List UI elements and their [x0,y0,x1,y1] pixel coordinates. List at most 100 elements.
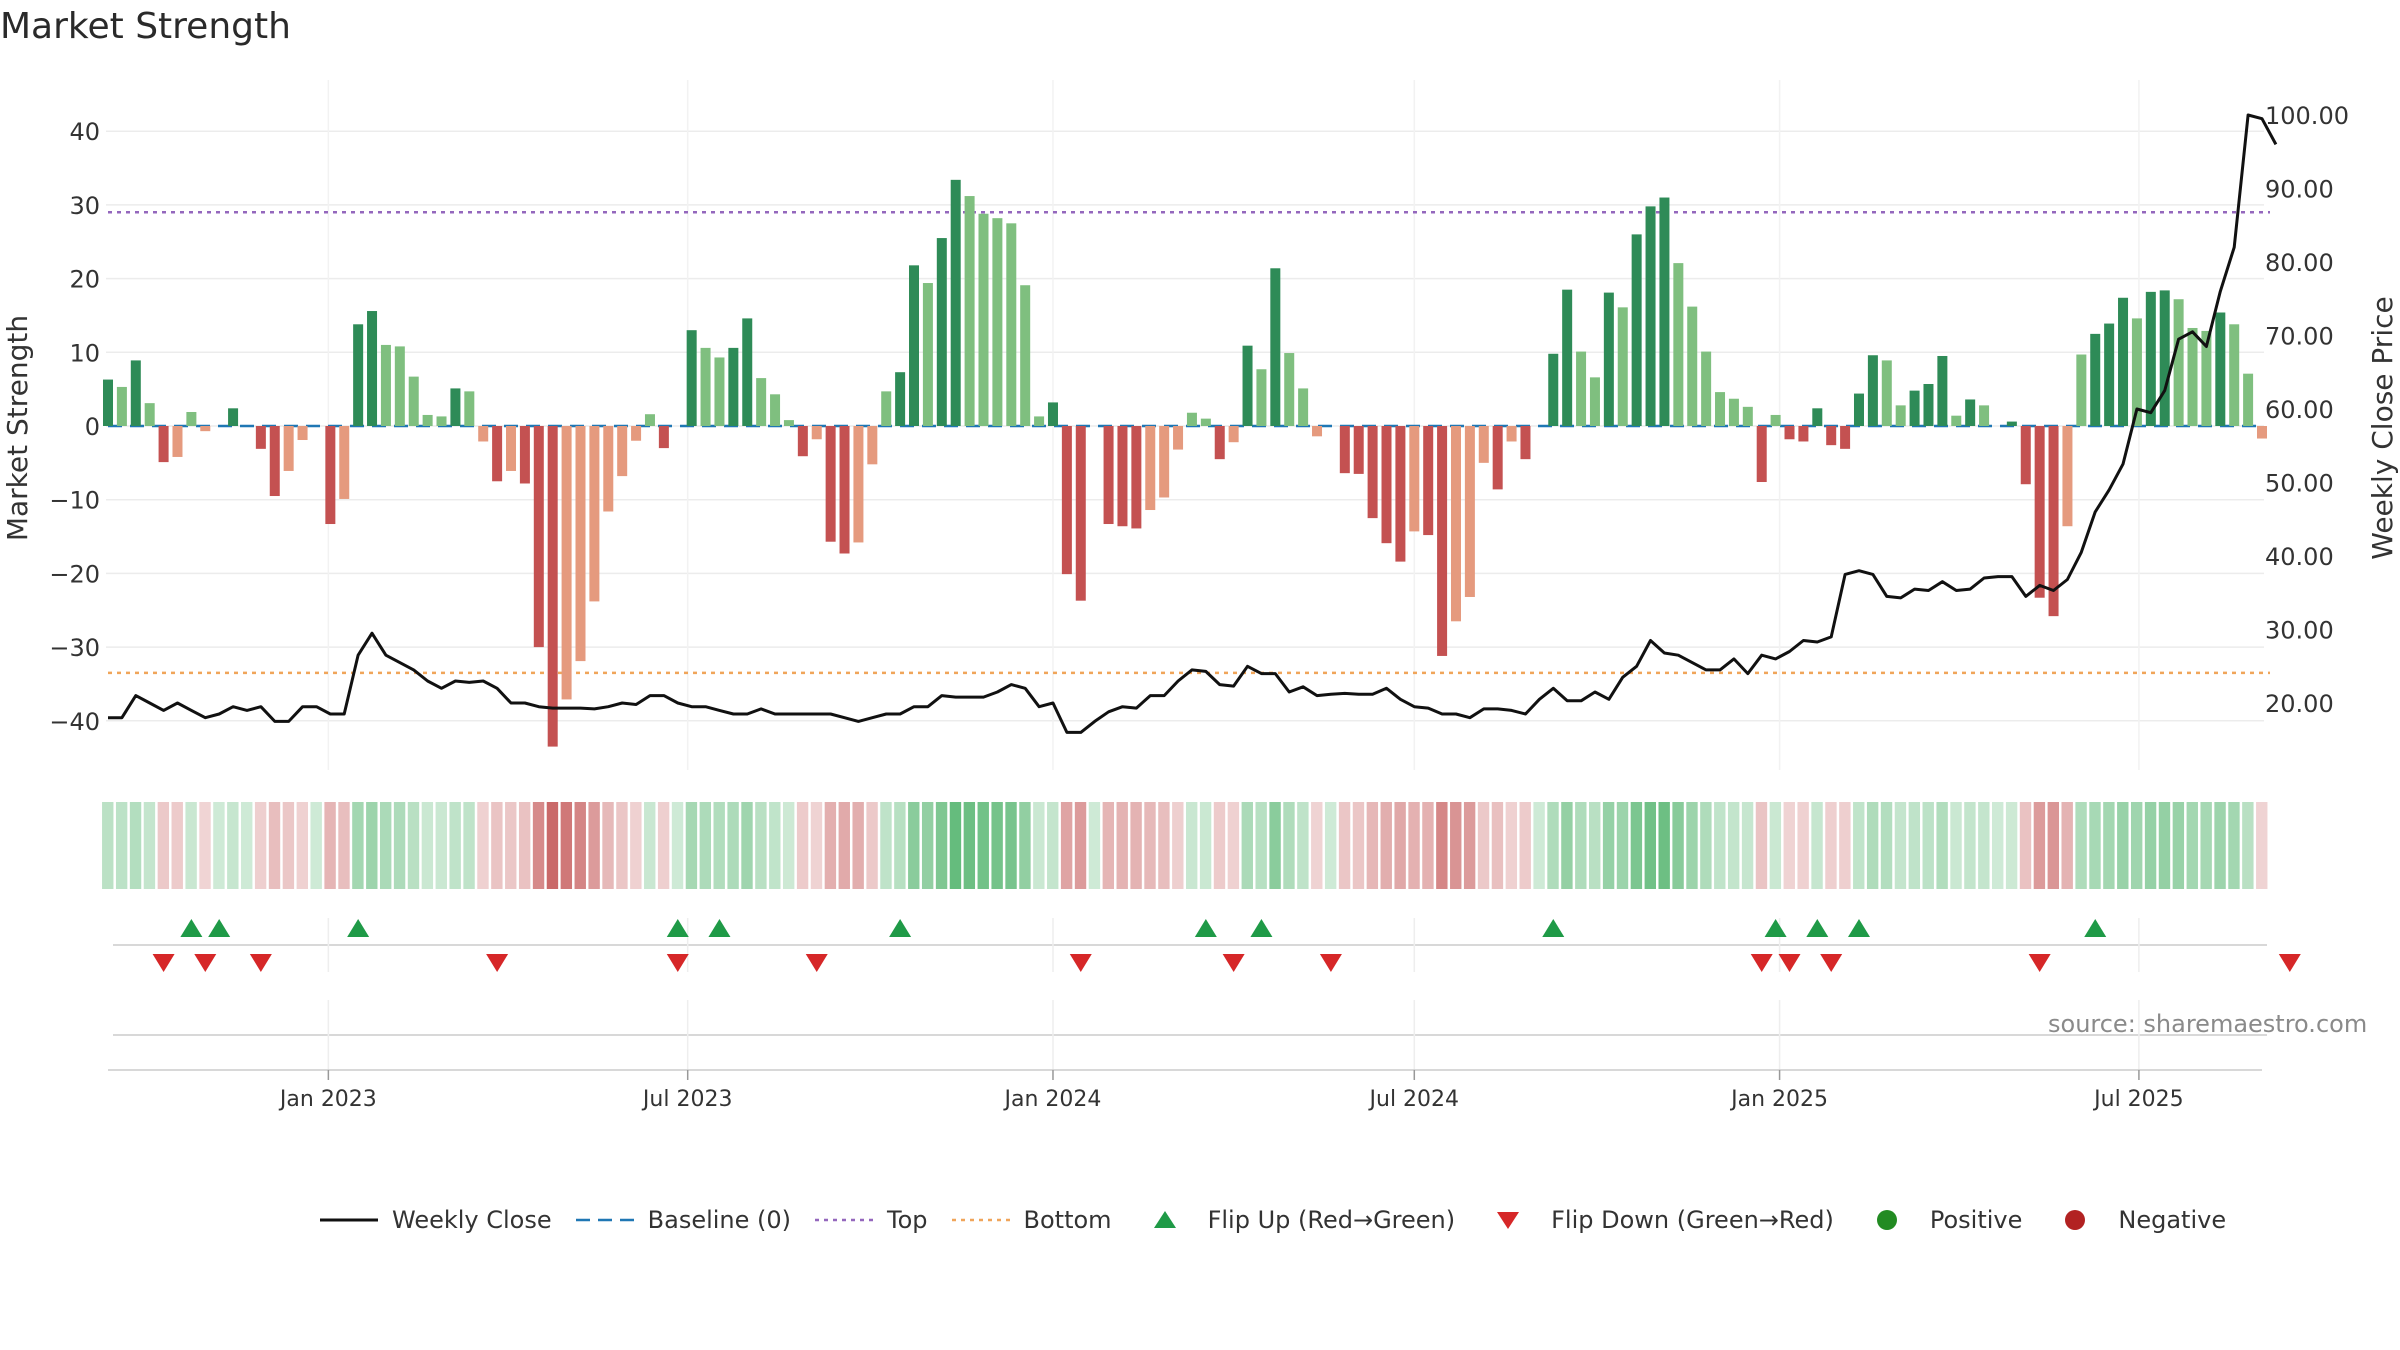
strength-bars [102,179,2268,747]
legend-item: Weekly Close [318,1206,552,1234]
weekly-close-layer [108,113,2278,734]
strength-bar [1492,426,1503,490]
strength-bar [408,376,419,426]
strength-bar [478,426,489,442]
legend-item: Top [813,1206,928,1234]
strength-bar [436,416,447,426]
heat-cell [1491,802,1504,889]
strength-bar [1145,426,1156,511]
strength-bar [2076,354,2087,426]
y-tick-label: 30 [69,192,100,220]
heat-cell [393,802,406,889]
flip-up-marker [208,919,231,937]
heat-cell [2172,802,2185,889]
heat-cell [1019,802,1031,889]
strength-bar [728,347,739,426]
heat-cell [2214,802,2226,889]
strength-bar [783,420,794,426]
heat-cell [1088,802,1101,889]
heat-cell [2130,802,2143,889]
heat-cell [199,802,211,889]
strength-bar [1131,426,1142,529]
strength-bar [2006,421,2017,426]
legend-item: Positive [1856,1206,2022,1234]
heat-cell [1616,802,1629,889]
heat-cell [1158,802,1170,889]
flip-down-marker [805,954,828,972]
heat-cell [949,802,962,889]
strength-bar [1103,426,1114,525]
heat-cell [1505,802,1518,889]
strength-bar [2020,426,2031,485]
heat-cell [824,802,837,889]
heat-cell [935,802,948,889]
strength-bar [1242,345,1253,426]
heat-cell [1992,802,2004,889]
x-tick-label: Jan 2023 [278,1087,377,1112]
heat-cell [310,802,322,889]
strength-bar [658,426,669,449]
heat-cell [102,802,114,889]
heat-cell [2005,802,2018,889]
flip-markers-panel [113,918,2301,972]
heat-cell [1422,802,1434,889]
heat-cell [1255,802,1267,889]
strength-bar [1853,393,1864,426]
strength-bar [2090,333,2101,426]
sign-dots-panel [113,1000,2267,1070]
flip-down-marker [249,954,272,972]
y-tick-label: −30 [49,634,100,662]
heat-cell [1908,802,1921,889]
heat-cell [2242,802,2254,889]
strength-bar [1214,426,1225,460]
legend-swatch [574,1208,636,1232]
y-axis-label-right: Weekly Close Price [2366,296,2399,559]
strength-bar [895,372,906,426]
strength-bar [561,426,572,700]
heat-cell [1950,802,1962,889]
heat-cell [1408,802,1420,889]
right-y-axis: 100.00 90.00 80.00 70.00 60.00 50.00 40.00 30.0… [2265,102,2349,718]
heat-cell [1144,802,1156,889]
flip-up-marker [180,919,203,937]
strength-bar [130,360,141,426]
strength-bar [797,426,808,457]
heat-cell [782,802,795,889]
strength-bar [2118,297,2129,426]
strength-bar [1117,426,1128,527]
heat-cell [1005,802,1017,889]
legend-swatch [1856,1208,1918,1232]
strength-bar [964,196,975,426]
heat-cell [1213,802,1226,889]
strength-bar [1395,426,1406,562]
heat-cell [894,802,906,889]
strength-bar [2145,291,2156,426]
strength-bar [2131,318,2142,426]
heat-cell [268,802,281,889]
heat-cell [352,802,364,889]
strength-heat-strip [102,802,2268,889]
flip-down-marker [1069,954,1092,972]
strength-bar [1562,289,1573,426]
strength-bar [353,324,364,426]
source-label: source: sharemaestro.com [2048,1010,2368,1038]
heat-cell [379,802,392,889]
strength-bar [2243,373,2254,426]
flip-up-marker [1194,919,1217,937]
heat-cell [1839,802,1851,889]
heat-cell [2075,802,2087,889]
flip-down-marker [1820,954,1843,972]
heat-cell [921,802,934,889]
heat-cell [963,802,976,889]
heat-cell [1241,802,1253,889]
heat-cell [296,802,309,889]
heat-cell [2186,802,2198,889]
heat-cell [810,802,823,889]
heat-cell [491,802,503,889]
heat-cell [644,802,656,889]
flip-down-marker [1222,954,1245,972]
heat-cell [1283,802,1295,889]
heat-cell [1589,802,1601,889]
strength-bar [978,213,989,426]
strength-bar [2062,426,2073,527]
